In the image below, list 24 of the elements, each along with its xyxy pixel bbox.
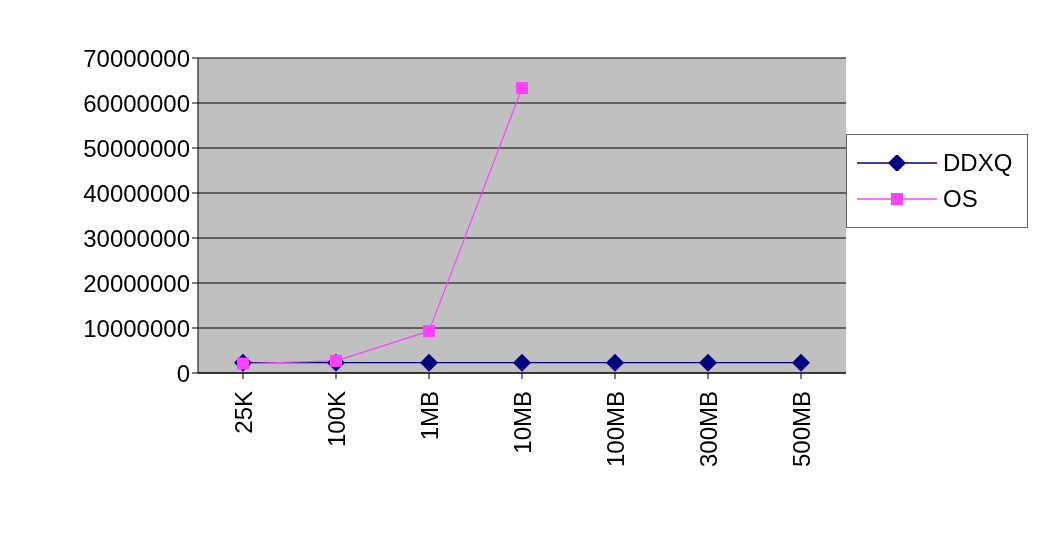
point [513,353,531,372]
legend-label: OS [943,184,978,213]
point [420,353,438,372]
x-tick-label: 100K [322,391,350,448]
y-tick-label: 60000000 [83,89,190,117]
y-tick-label: 50000000 [83,134,190,162]
y-tick-label: 40000000 [83,179,190,207]
x-tick-label: 300MB [694,391,722,468]
y-tick-label: 30000000 [83,224,190,252]
point [792,353,810,372]
x-tick-label: 10MB [508,391,536,454]
y-tick-label: 0 [176,359,190,387]
x-tick-label: 25K [229,391,257,434]
point [606,353,624,372]
y-tick-label: 70000000 [83,44,190,72]
point [699,353,717,372]
legend-label: DDXQ [943,148,1013,177]
y-tick-label: 20000000 [83,269,190,297]
point [516,82,528,95]
x-tick-label: 100MB [601,391,629,468]
x-tick-label: 500MB [787,391,815,468]
x-tick-label: 1MB [415,391,443,441]
point [423,325,435,338]
y-tick-label: 10000000 [83,314,190,342]
